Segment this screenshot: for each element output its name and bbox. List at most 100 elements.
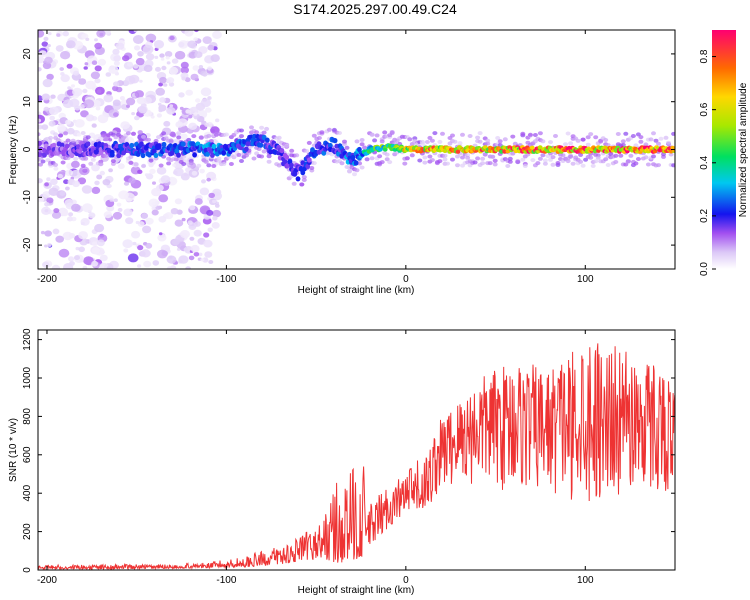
heatmap-cell — [457, 141, 463, 146]
heatmap-cell — [643, 142, 649, 147]
heatmap-cell — [540, 153, 546, 158]
heatmap-cell — [137, 169, 143, 174]
heatmap-cell — [389, 130, 395, 134]
heatmap-cell — [417, 158, 423, 163]
heatmap-cell — [143, 96, 152, 104]
heatmap-cell — [507, 156, 513, 161]
heatmap-cell — [295, 176, 301, 182]
heatmap-cell — [85, 114, 95, 122]
heatmap-cell — [103, 211, 113, 219]
x-tick-label: -200 — [37, 575, 57, 586]
heatmap-cell — [47, 44, 51, 48]
heatmap-cell — [77, 177, 87, 185]
heatmap-cell — [190, 244, 200, 253]
heatmap-cell — [83, 256, 94, 266]
heatmap-cell — [615, 132, 621, 136]
heatmap-cell — [82, 88, 88, 94]
spectrogram-y-label: Frequency (Hz) — [8, 116, 19, 185]
heatmap-cell — [595, 155, 601, 160]
y-tick-label: 0 — [22, 567, 33, 573]
heatmap-cell — [112, 211, 123, 220]
heatmap-cell — [170, 208, 179, 215]
heatmap-cell — [163, 120, 171, 127]
spectrogram-y-ticks: -20 -10 0 10 20 — [22, 48, 675, 252]
heatmap-cell — [156, 166, 167, 175]
heatmap-cell — [80, 131, 86, 135]
heatmap-cell — [200, 258, 205, 262]
heatmap-cell — [99, 32, 104, 37]
heatmap-cell — [205, 107, 212, 113]
heatmap-cell — [154, 47, 159, 51]
heatmap-cell — [142, 225, 152, 234]
heatmap-cell — [204, 251, 213, 258]
heatmap-cell — [301, 175, 307, 180]
heatmap-cell — [158, 232, 163, 236]
heatmap-cell — [279, 148, 285, 154]
heatmap-cell — [214, 203, 220, 208]
heatmap-cell — [51, 264, 61, 269]
heatmap-cell — [94, 223, 105, 233]
x-tick-label: 100 — [577, 575, 594, 586]
snr-y-label: SNR (10 * v/v) — [8, 418, 19, 482]
heatmap-cell — [259, 125, 265, 130]
y-tick-label: 200 — [22, 523, 33, 540]
heatmap-cell — [465, 155, 471, 160]
heatmap-cell — [195, 98, 201, 103]
colorbar-tick-label: 0.6 — [699, 102, 710, 116]
heatmap-cell — [113, 112, 119, 117]
heatmap-cell — [442, 157, 448, 162]
heatmap-cell — [176, 152, 181, 158]
heatmap-cell — [239, 134, 244, 139]
heatmap-cell — [83, 156, 89, 161]
heatmap-cell — [98, 162, 104, 167]
heatmap-cell — [47, 31, 52, 36]
heatmap-cell — [301, 178, 307, 182]
heatmap-cell — [300, 170, 306, 176]
heatmap-cell — [72, 87, 83, 97]
heatmap-cell — [613, 153, 619, 158]
heatmap-cell — [55, 45, 64, 52]
heatmap-cell — [520, 157, 526, 162]
heatmap-cell — [625, 159, 631, 164]
heatmap-cell — [158, 163, 164, 168]
x-tick-label: 0 — [403, 274, 409, 285]
heatmap-cell — [137, 264, 142, 268]
heatmap-cell — [44, 182, 49, 187]
heatmap-cell — [623, 131, 629, 136]
heatmap-cell — [135, 220, 140, 225]
heatmap-cell — [419, 141, 425, 146]
heatmap-cell — [57, 124, 66, 132]
heatmap-cell — [38, 124, 43, 130]
colorbar-ticks: 0.0 0.2 0.4 0.6 0.8 — [699, 49, 716, 276]
heatmap-cell — [172, 238, 180, 246]
heatmap-cell — [180, 141, 186, 147]
heatmap-cell — [537, 156, 543, 161]
heatmap-cell — [103, 154, 109, 158]
heatmap-cell — [38, 118, 42, 123]
heatmap-cell — [145, 53, 155, 61]
heatmap-cell — [124, 142, 130, 148]
heatmap-cell — [152, 181, 156, 185]
heatmap-cell — [181, 217, 186, 222]
heatmap-cell — [117, 163, 125, 170]
heatmap-cell — [157, 233, 167, 242]
heatmap-cell — [555, 161, 561, 165]
heatmap-cell — [359, 142, 365, 147]
heatmap-cell — [49, 115, 55, 121]
heatmap-cell — [369, 156, 375, 161]
heatmap-cell — [492, 158, 498, 163]
heatmap-cell — [40, 230, 45, 235]
heatmap-cell — [656, 163, 661, 168]
heatmap-cell — [43, 106, 50, 112]
heatmap-cell — [309, 166, 315, 170]
heatmap-cell — [106, 266, 111, 269]
heatmap-cell — [353, 160, 359, 166]
heatmap-cell — [485, 138, 491, 143]
heatmap-cell — [155, 66, 161, 72]
heatmap-cell — [69, 261, 75, 266]
heatmap-cell — [68, 212, 74, 217]
heatmap-cell — [588, 155, 594, 160]
heatmap-cell — [188, 255, 195, 261]
heatmap-cell — [292, 171, 298, 177]
colorbar: 0.0 0.2 0.4 0.6 0.8 Normalized spectral ampl… — [699, 30, 749, 276]
